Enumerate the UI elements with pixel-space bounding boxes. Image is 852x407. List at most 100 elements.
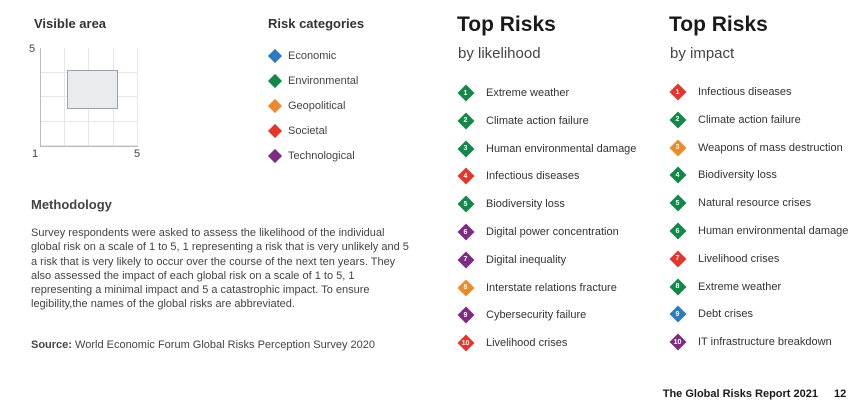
rank-diamond-icon: 2 [457, 112, 474, 130]
legend-item-economic: Economic [267, 48, 337, 64]
rank-number: 10 [673, 338, 682, 346]
list-item: 9 Debt crises [669, 305, 753, 323]
rank-number: 8 [675, 283, 680, 291]
risk-label: Human environmental damage [486, 142, 637, 155]
risk-label: Cybersecurity failure [486, 309, 587, 322]
rank-diamond-icon: 5 [669, 194, 686, 212]
rank-diamond-icon: 1 [669, 83, 686, 101]
legend-label: Technological [288, 150, 355, 162]
rank-number: 1 [675, 88, 680, 96]
rank-diamond-icon: 6 [457, 223, 474, 241]
risk-label: Extreme weather [486, 87, 570, 99]
likelihood-subtitle: by likelihood [458, 45, 541, 62]
footer-report-title: The Global Risks Report 2021 [663, 388, 818, 400]
risk-label: Livelihood crises [486, 337, 568, 350]
rank-diamond-icon: 4 [457, 167, 474, 185]
risk-label: Infectious diseases [698, 86, 792, 98]
list-item: 5 Natural resource crises [669, 194, 811, 212]
visible-area-rectangle [67, 70, 118, 109]
legend-item-environmental: Environmental [267, 73, 358, 89]
list-item: 4 Infectious diseases [457, 167, 580, 185]
rank-diamond-icon: 4 [669, 166, 686, 184]
rank-number: 5 [675, 199, 680, 207]
methodology-text: Survey respondents were asked to assess … [31, 227, 409, 311]
risk-label: Livelihood crises [698, 252, 780, 265]
list-item: 3 Weapons of mass destruction [669, 139, 843, 157]
impact-subtitle: by impact [670, 45, 735, 62]
likelihood-title: Top Risks [457, 13, 556, 36]
rank-number: 7 [463, 256, 468, 264]
rank-diamond-icon: 7 [669, 250, 686, 268]
risk-label: Digital inequality [486, 253, 567, 266]
list-item: 8 Interstate relations fracture [457, 279, 617, 297]
rank-diamond-icon: 6 [669, 222, 686, 240]
source-line: Source: World Economic Forum Global Risk… [31, 339, 375, 351]
risk-label: Biodiversity loss [486, 198, 565, 211]
legend-item-societal: Societal [267, 123, 328, 139]
legend-label: Geopolitical [288, 100, 346, 112]
rank-number: 6 [463, 228, 468, 236]
rank-number: 9 [675, 310, 680, 318]
rank-diamond-icon: 5 [457, 195, 474, 213]
page-number: 12 [834, 388, 847, 400]
rank-diamond-icon: 10 [669, 333, 686, 351]
methodology-title: Methodology [31, 197, 112, 212]
legend-item-geopolitical: Geopolitical [267, 98, 346, 114]
societal-diamond-icon [267, 123, 283, 139]
risk-label: Interstate relations fracture [486, 281, 617, 294]
rank-number: 3 [675, 144, 680, 152]
visible-area-title: Visible area [34, 16, 107, 31]
risk-label: IT infrastructure breakdown [698, 336, 832, 349]
list-item: 5 Biodiversity loss [457, 195, 565, 213]
list-item: 4 Biodiversity loss [669, 166, 777, 184]
rank-number: 5 [463, 200, 468, 208]
risk-label: Natural resource crises [698, 197, 812, 210]
x-min-tick: 1 [32, 148, 39, 160]
source-label: Source: [31, 339, 72, 351]
risk-label: Debt crises [698, 308, 754, 321]
rank-diamond-icon: 7 [457, 251, 474, 269]
risk-label: Human environmental damage [698, 225, 849, 237]
rank-diamond-icon: 9 [669, 305, 686, 323]
rank-number: 10 [461, 339, 470, 347]
risk-label: Climate action failure [698, 113, 801, 126]
list-item: 7 Digital inequality [457, 251, 566, 269]
list-item: 1 Extreme weather [457, 84, 569, 102]
rank-diamond-icon: 10 [457, 334, 474, 352]
economic-diamond-icon [267, 48, 283, 64]
risk-label: Digital power concentration [486, 226, 619, 238]
risk-label: Biodiversity loss [698, 169, 777, 182]
list-item: 10 Livelihood crises [457, 334, 567, 352]
environmental-diamond-icon [267, 73, 283, 89]
impact-title: Top Risks [669, 13, 768, 36]
rank-number: 1 [463, 89, 468, 97]
x-max-tick: 5 [134, 148, 141, 160]
list-item: 10 IT infrastructure breakdown [669, 333, 832, 351]
geopolitical-diamond-icon [267, 98, 283, 114]
legend-label: Societal [288, 125, 328, 137]
rank-diamond-icon: 8 [457, 279, 474, 297]
list-item: 1 Infectious diseases [669, 83, 792, 101]
list-item: 7 Livelihood crises [669, 250, 779, 268]
y-max-tick: 5 [29, 43, 36, 55]
risk-label: Climate action failure [486, 114, 589, 127]
risk-categories-title: Risk categories [268, 16, 365, 31]
technological-diamond-icon [267, 148, 283, 164]
list-item: 2 Climate action failure [457, 112, 589, 130]
visible-area-y-axis [40, 48, 41, 146]
rank-number: 4 [675, 171, 680, 179]
rank-number: 3 [463, 145, 468, 153]
risk-label: Infectious diseases [486, 170, 580, 183]
risk-label: Extreme weather [698, 280, 782, 293]
rank-diamond-icon: 1 [457, 84, 474, 102]
list-item: 8 Extreme weather [669, 278, 781, 296]
list-item: 6 Human environmental damage [669, 222, 848, 240]
visible-area-x-axis [40, 146, 138, 147]
rank-number: 9 [463, 311, 468, 319]
list-item: 3 Human environmental damage [457, 140, 636, 158]
legend-label: Economic [288, 50, 337, 62]
rank-diamond-icon: 9 [457, 306, 474, 324]
risk-label: Weapons of mass destruction [698, 141, 843, 154]
rank-number: 2 [675, 116, 680, 124]
list-item: 2 Climate action failure [669, 111, 801, 129]
